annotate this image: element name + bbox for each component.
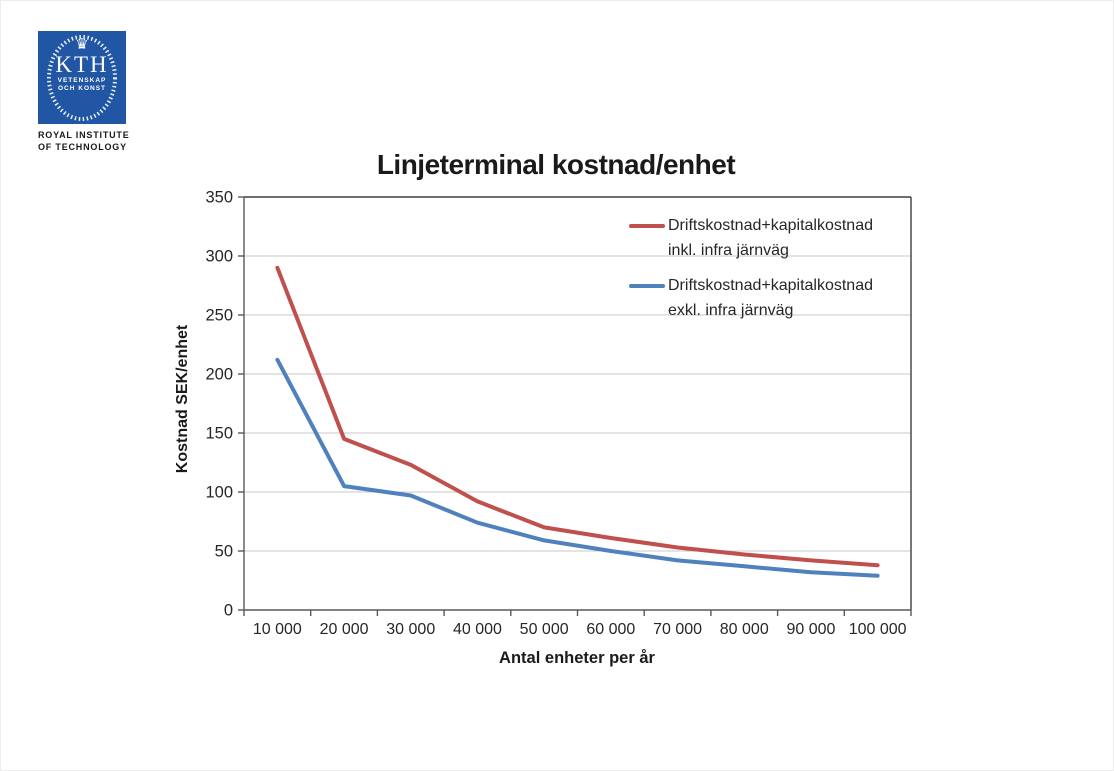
y-tick-label-150: 150 (205, 425, 233, 443)
kth-logo-block: ♛ KTH VETENSKAP OCH KONST ROYAL INSTITUT… (38, 31, 130, 153)
kth-logo: ♛ KTH VETENSKAP OCH KONST (38, 31, 126, 124)
legend-line-sample-red (629, 224, 665, 228)
x-tick-label-1: 10 000 (253, 621, 302, 638)
x-tick-label-8: 80 000 (720, 621, 769, 638)
kth-motto-line1: VETENSKAP (57, 77, 107, 84)
y-tick-label-300: 300 (205, 248, 233, 266)
x-tick-label-4: 40 000 (453, 621, 502, 638)
crown-icon: ♛ (75, 36, 89, 53)
x-tick-label-7: 70 000 (653, 621, 702, 638)
x-tick-label-3: 30 000 (386, 621, 435, 638)
series-line-inkl-infra (275, 265, 880, 568)
y-tick-label-200: 200 (205, 366, 233, 384)
legend-entry-exkl: Driftskostnad+kapitalkostnad exkl. infra… (629, 274, 873, 323)
x-tick-label-9: 90 000 (786, 621, 835, 638)
y-tick-label-350: 350 (205, 189, 233, 207)
y-tick-label-50: 50 (215, 543, 233, 561)
laurel-wreath-icon (47, 35, 117, 121)
logo-caption: ROYAL INSTITUTE OF TECHNOLOGY (38, 130, 130, 153)
y-tick-label-250: 250 (205, 307, 233, 325)
kth-motto-line2: OCH KONST (58, 85, 106, 92)
kth-letters: KTH (55, 52, 109, 77)
x-tick-label-10: 100 000 (849, 621, 907, 638)
legend-label-exkl: Driftskostnad+kapitalkostnad exkl. infra… (668, 277, 873, 319)
x-axis-title: Antal enheter per år (499, 649, 655, 667)
logo-caption-line2: OF TECHNOLOGY (38, 141, 127, 152)
logo-caption-line1: ROYAL INSTITUTE (38, 130, 130, 140)
legend: Driftskostnad+kapitalkostnad inkl. infra… (629, 214, 873, 334)
series-line-exkl-infra (275, 357, 880, 578)
x-tick-label-6: 60 000 (586, 621, 635, 638)
x-tick-label-5: 50 000 (520, 621, 569, 638)
legend-line-sample-blue (629, 284, 665, 288)
x-tick-label-2: 20 000 (320, 621, 369, 638)
chart-title: Linjeterminal kostnad/enhet (376, 149, 736, 180)
legend-entry-inkl: Driftskostnad+kapitalkostnad inkl. infra… (629, 214, 873, 263)
legend-label-inkl: Driftskostnad+kapitalkostnad inkl. infra… (668, 217, 873, 259)
y-tick-label-100: 100 (205, 484, 233, 502)
y-tick-label-0: 0 (224, 602, 233, 620)
